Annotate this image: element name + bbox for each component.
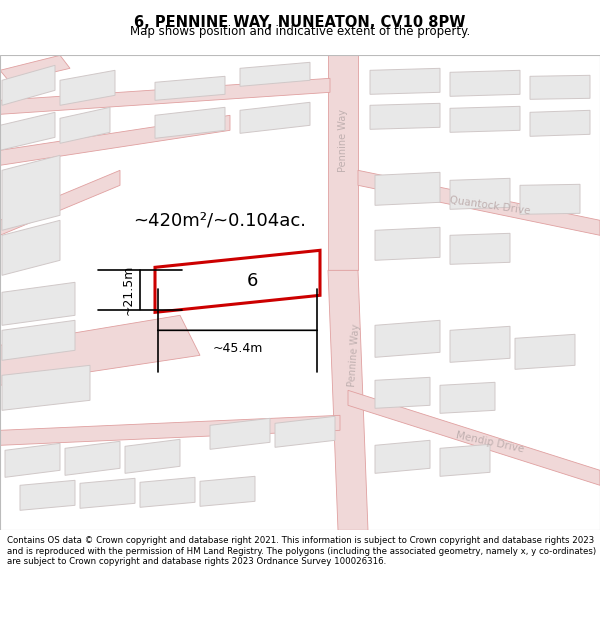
Polygon shape bbox=[140, 478, 195, 508]
Bar bbox=[0, 55, 600, 530]
Polygon shape bbox=[520, 184, 580, 214]
Polygon shape bbox=[530, 110, 590, 136]
Polygon shape bbox=[0, 78, 330, 114]
Polygon shape bbox=[375, 173, 440, 205]
Text: Contains OS data © Crown copyright and database right 2021. This information is : Contains OS data © Crown copyright and d… bbox=[7, 536, 596, 566]
Polygon shape bbox=[2, 320, 75, 360]
Text: ~420m²/~0.104ac.: ~420m²/~0.104ac. bbox=[133, 211, 307, 229]
Polygon shape bbox=[375, 320, 440, 357]
Polygon shape bbox=[375, 228, 440, 260]
Polygon shape bbox=[125, 439, 180, 473]
Polygon shape bbox=[200, 476, 255, 506]
Polygon shape bbox=[375, 378, 430, 408]
Polygon shape bbox=[0, 55, 70, 82]
Text: ~21.5m: ~21.5m bbox=[122, 264, 135, 315]
Text: Mendip Drive: Mendip Drive bbox=[455, 430, 525, 454]
Polygon shape bbox=[240, 102, 310, 133]
Polygon shape bbox=[0, 315, 200, 385]
Polygon shape bbox=[0, 415, 340, 445]
Polygon shape bbox=[450, 326, 510, 362]
Polygon shape bbox=[155, 250, 320, 312]
Polygon shape bbox=[240, 62, 310, 86]
Polygon shape bbox=[328, 270, 368, 530]
Polygon shape bbox=[0, 112, 55, 150]
Text: Pennine Way: Pennine Way bbox=[338, 109, 348, 172]
Polygon shape bbox=[155, 76, 225, 100]
Polygon shape bbox=[370, 68, 440, 94]
Polygon shape bbox=[370, 103, 440, 129]
Polygon shape bbox=[450, 233, 510, 264]
Polygon shape bbox=[450, 178, 510, 209]
Polygon shape bbox=[440, 444, 490, 476]
Polygon shape bbox=[530, 75, 590, 99]
Polygon shape bbox=[0, 170, 120, 235]
Text: Map shows position and indicative extent of the property.: Map shows position and indicative extent… bbox=[130, 25, 470, 38]
Polygon shape bbox=[2, 220, 60, 275]
Polygon shape bbox=[210, 418, 270, 449]
Polygon shape bbox=[0, 115, 230, 165]
Polygon shape bbox=[80, 478, 135, 508]
Polygon shape bbox=[2, 282, 75, 325]
Polygon shape bbox=[2, 365, 90, 410]
Text: Quantock Drive: Quantock Drive bbox=[449, 195, 531, 216]
Polygon shape bbox=[20, 480, 75, 510]
Text: 6, PENNINE WAY, NUNEATON, CV10 8PW: 6, PENNINE WAY, NUNEATON, CV10 8PW bbox=[134, 15, 466, 30]
Text: 6: 6 bbox=[247, 272, 258, 290]
Polygon shape bbox=[60, 70, 115, 105]
Polygon shape bbox=[515, 334, 575, 369]
Polygon shape bbox=[2, 65, 55, 105]
Polygon shape bbox=[2, 155, 60, 230]
Polygon shape bbox=[440, 382, 495, 413]
Polygon shape bbox=[358, 170, 600, 235]
Polygon shape bbox=[328, 55, 358, 270]
Polygon shape bbox=[275, 416, 335, 447]
Polygon shape bbox=[450, 70, 520, 96]
Text: ~45.4m: ~45.4m bbox=[212, 342, 263, 355]
Polygon shape bbox=[348, 390, 600, 485]
Polygon shape bbox=[155, 107, 225, 138]
Polygon shape bbox=[450, 106, 520, 132]
Text: Pennine Way: Pennine Way bbox=[347, 324, 361, 387]
Polygon shape bbox=[60, 107, 110, 143]
Polygon shape bbox=[375, 440, 430, 473]
Polygon shape bbox=[65, 441, 120, 475]
Polygon shape bbox=[5, 443, 60, 478]
